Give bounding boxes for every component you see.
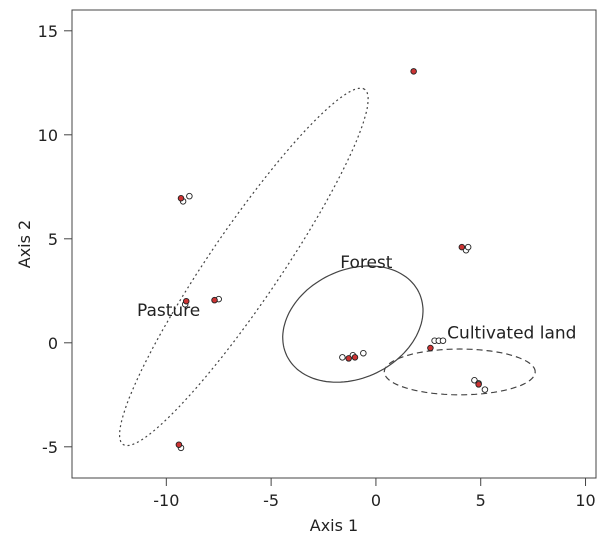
data-point	[186, 192, 193, 200]
data-point	[481, 386, 489, 393]
y-tick-label: 10	[38, 126, 58, 145]
annotation-cultivated-land: Cultivated land	[447, 324, 576, 344]
x-tick-label: -5	[263, 491, 279, 510]
annotation-forest: Forest	[340, 253, 393, 273]
x-tick-label: 0	[371, 491, 381, 510]
x-tick-label: 5	[476, 491, 486, 510]
y-tick-label: 15	[38, 22, 58, 41]
y-tick-label: 0	[48, 334, 58, 353]
y-tick-label: 5	[48, 230, 58, 249]
y-axis: -5 0 5 10 15	[38, 22, 72, 457]
ellipses-layer	[118, 87, 536, 447]
x-axis: -10 -5 0 5 10	[153, 478, 596, 510]
data-point	[458, 243, 466, 251]
x-tick-label: 10	[575, 491, 595, 510]
data-point	[439, 337, 447, 344]
data-point	[211, 296, 218, 304]
data-point	[471, 376, 478, 384]
data-point	[345, 355, 352, 362]
ellipse-pasture	[118, 87, 369, 447]
data-point	[175, 441, 183, 448]
plot-frame	[71, 9, 597, 479]
data-point	[410, 68, 417, 75]
data-point	[427, 344, 434, 352]
data-point	[475, 381, 482, 388]
y-axis-label: Axis 2	[15, 220, 34, 268]
points-layer	[175, 68, 489, 452]
annotations-layer: Pasture Forest Cultivated land	[137, 253, 576, 344]
data-point	[464, 243, 472, 251]
data-point	[182, 297, 190, 305]
data-point	[339, 354, 346, 361]
ellipse-cultivated-land	[383, 348, 536, 396]
annotation-pasture: Pasture	[137, 301, 200, 321]
data-point	[360, 349, 367, 357]
ellipse-forest	[282, 265, 424, 383]
data-point	[177, 194, 185, 202]
x-axis-label: Axis 1	[310, 516, 358, 535]
data-point	[351, 354, 359, 361]
y-tick-label: -5	[42, 438, 58, 457]
x-tick-label: -10	[153, 491, 179, 510]
